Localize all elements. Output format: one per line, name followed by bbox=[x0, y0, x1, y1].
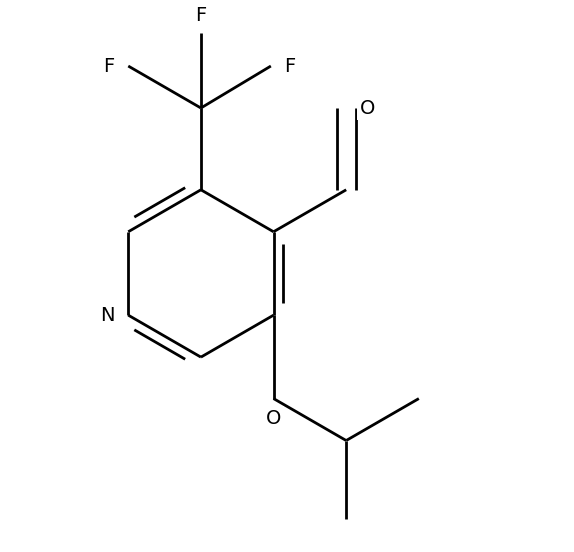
Text: O: O bbox=[360, 98, 375, 118]
Text: N: N bbox=[100, 306, 115, 325]
Text: F: F bbox=[284, 56, 296, 76]
Text: F: F bbox=[103, 56, 115, 76]
Text: O: O bbox=[266, 410, 281, 428]
Text: F: F bbox=[195, 6, 207, 25]
